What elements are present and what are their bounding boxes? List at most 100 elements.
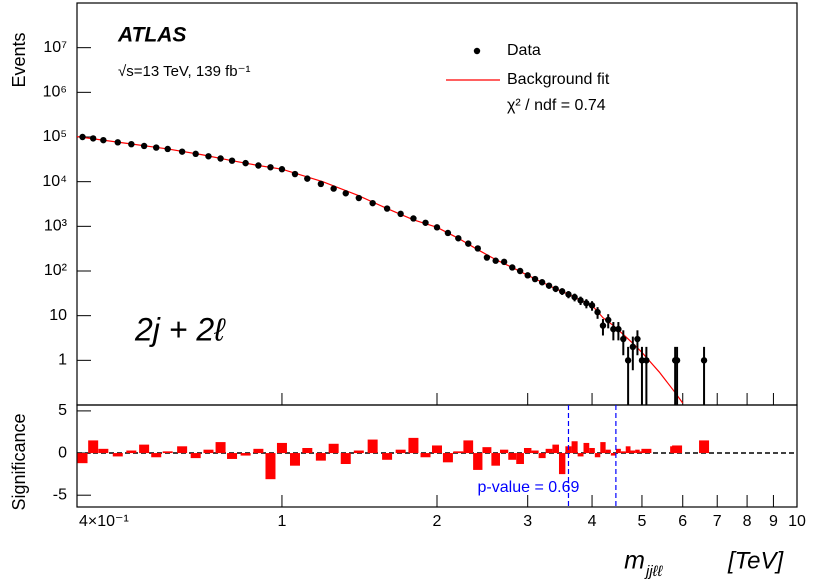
- data-point: [615, 325, 622, 333]
- data-point: [605, 316, 612, 324]
- y-tick-label: 10²: [44, 262, 68, 279]
- significance-bar: [600, 442, 606, 454]
- data-point: [483, 254, 491, 261]
- data-point: [217, 155, 224, 162]
- significance-bar: [315, 453, 326, 461]
- data-point: [673, 357, 681, 364]
- data-point: [620, 335, 627, 343]
- data-point: [455, 235, 462, 242]
- data-point: [558, 288, 566, 295]
- data-point: [317, 180, 325, 188]
- data-point: [410, 215, 417, 222]
- data-point: [700, 357, 708, 364]
- data-point: [524, 272, 531, 279]
- x-label-symbol: m: [624, 547, 645, 575]
- significance-bar: [367, 439, 378, 454]
- x-tick-label: 6: [678, 513, 687, 530]
- data-point: [629, 343, 637, 351]
- data-point: [79, 133, 86, 141]
- data-point: [643, 357, 650, 364]
- significance-bar: [276, 442, 287, 454]
- significance-bar: [88, 440, 99, 454]
- y-tick-label: 10⁴: [42, 173, 67, 190]
- fit-line: [77, 136, 684, 404]
- significance-bar: [353, 450, 364, 454]
- data-point: [228, 157, 236, 164]
- significance-bar: [203, 449, 214, 454]
- significance-bar: [641, 448, 652, 454]
- significance-bar: [577, 453, 584, 457]
- data-point: [192, 150, 199, 158]
- significance-bar: [215, 442, 226, 454]
- data-point: [140, 142, 148, 150]
- data-point: [355, 194, 363, 202]
- data-point: [433, 224, 441, 231]
- legend-label: Data: [507, 42, 541, 59]
- y-tick-label: 10⁵: [43, 128, 67, 145]
- significance-bar: [491, 453, 500, 466]
- significance-bar: [302, 447, 313, 454]
- legend-note: χ² / ndf = 0.74: [507, 97, 606, 114]
- significance-bar: [151, 453, 162, 458]
- y-tick-label: 10⁶: [43, 84, 67, 101]
- data-point: [444, 229, 452, 237]
- significance-bar: [240, 453, 251, 456]
- significance-bar: [265, 453, 276, 480]
- significance-bar: [408, 437, 419, 454]
- data-point: [89, 135, 97, 142]
- data-point: [599, 322, 607, 329]
- data-point: [577, 297, 584, 304]
- data-point: [492, 257, 499, 264]
- significance-bar: [227, 453, 238, 459]
- sig-tick-label: 5: [58, 402, 67, 419]
- data-point: [100, 136, 107, 144]
- x-tick-label: 1: [278, 513, 287, 530]
- data-point: [634, 335, 641, 343]
- legend-marker: [473, 47, 481, 55]
- significance-bar: [625, 446, 631, 454]
- data-point: [383, 205, 391, 212]
- significance-bar: [463, 440, 474, 454]
- y-tick-label: 10: [49, 307, 67, 324]
- data-point: [538, 279, 546, 286]
- data-point: [369, 199, 376, 207]
- significance-bar: [420, 453, 431, 458]
- data-point: [509, 264, 516, 271]
- x-label-subscript: jjℓℓ: [644, 563, 664, 580]
- data-point: [571, 293, 578, 301]
- significance-bar: [482, 447, 492, 454]
- x-tick-label: 8: [743, 513, 752, 530]
- significance-bar: [77, 453, 88, 464]
- data-point: [153, 144, 160, 151]
- x-label-unit: [TeV]: [727, 547, 784, 574]
- data-point: [242, 159, 249, 167]
- significance-bar: [605, 449, 611, 454]
- data-point: [304, 175, 311, 182]
- y-tick-label: 10³: [44, 218, 68, 235]
- significance-bar: [432, 445, 442, 454]
- data-point: [205, 153, 212, 160]
- data-point: [330, 185, 337, 192]
- significance-bar: [162, 451, 173, 454]
- data-point: [128, 140, 135, 148]
- significance-bar: [610, 453, 616, 456]
- data-point: [178, 148, 186, 155]
- sig-tick-label: -5: [53, 486, 67, 503]
- significance-bar: [126, 450, 137, 454]
- experiment: ATLAS: [117, 24, 186, 47]
- energy-label: √s=13 TeV, 139 fb⁻¹: [118, 63, 251, 80]
- data-point: [531, 275, 539, 283]
- data-point: [588, 302, 596, 309]
- significance-bar: [589, 447, 595, 454]
- x-tick-label: 4×10⁻¹: [79, 513, 129, 530]
- data-point: [291, 170, 299, 178]
- data-point: [516, 267, 524, 275]
- data-point: [638, 357, 646, 364]
- x-tick-label: 5: [638, 513, 647, 530]
- data-point: [164, 145, 171, 153]
- significance-bar: [340, 453, 351, 465]
- significance-bar: [395, 449, 406, 454]
- sig-tick-label: 0: [58, 444, 67, 461]
- significance-bar: [620, 451, 626, 454]
- significance-bar: [583, 442, 590, 454]
